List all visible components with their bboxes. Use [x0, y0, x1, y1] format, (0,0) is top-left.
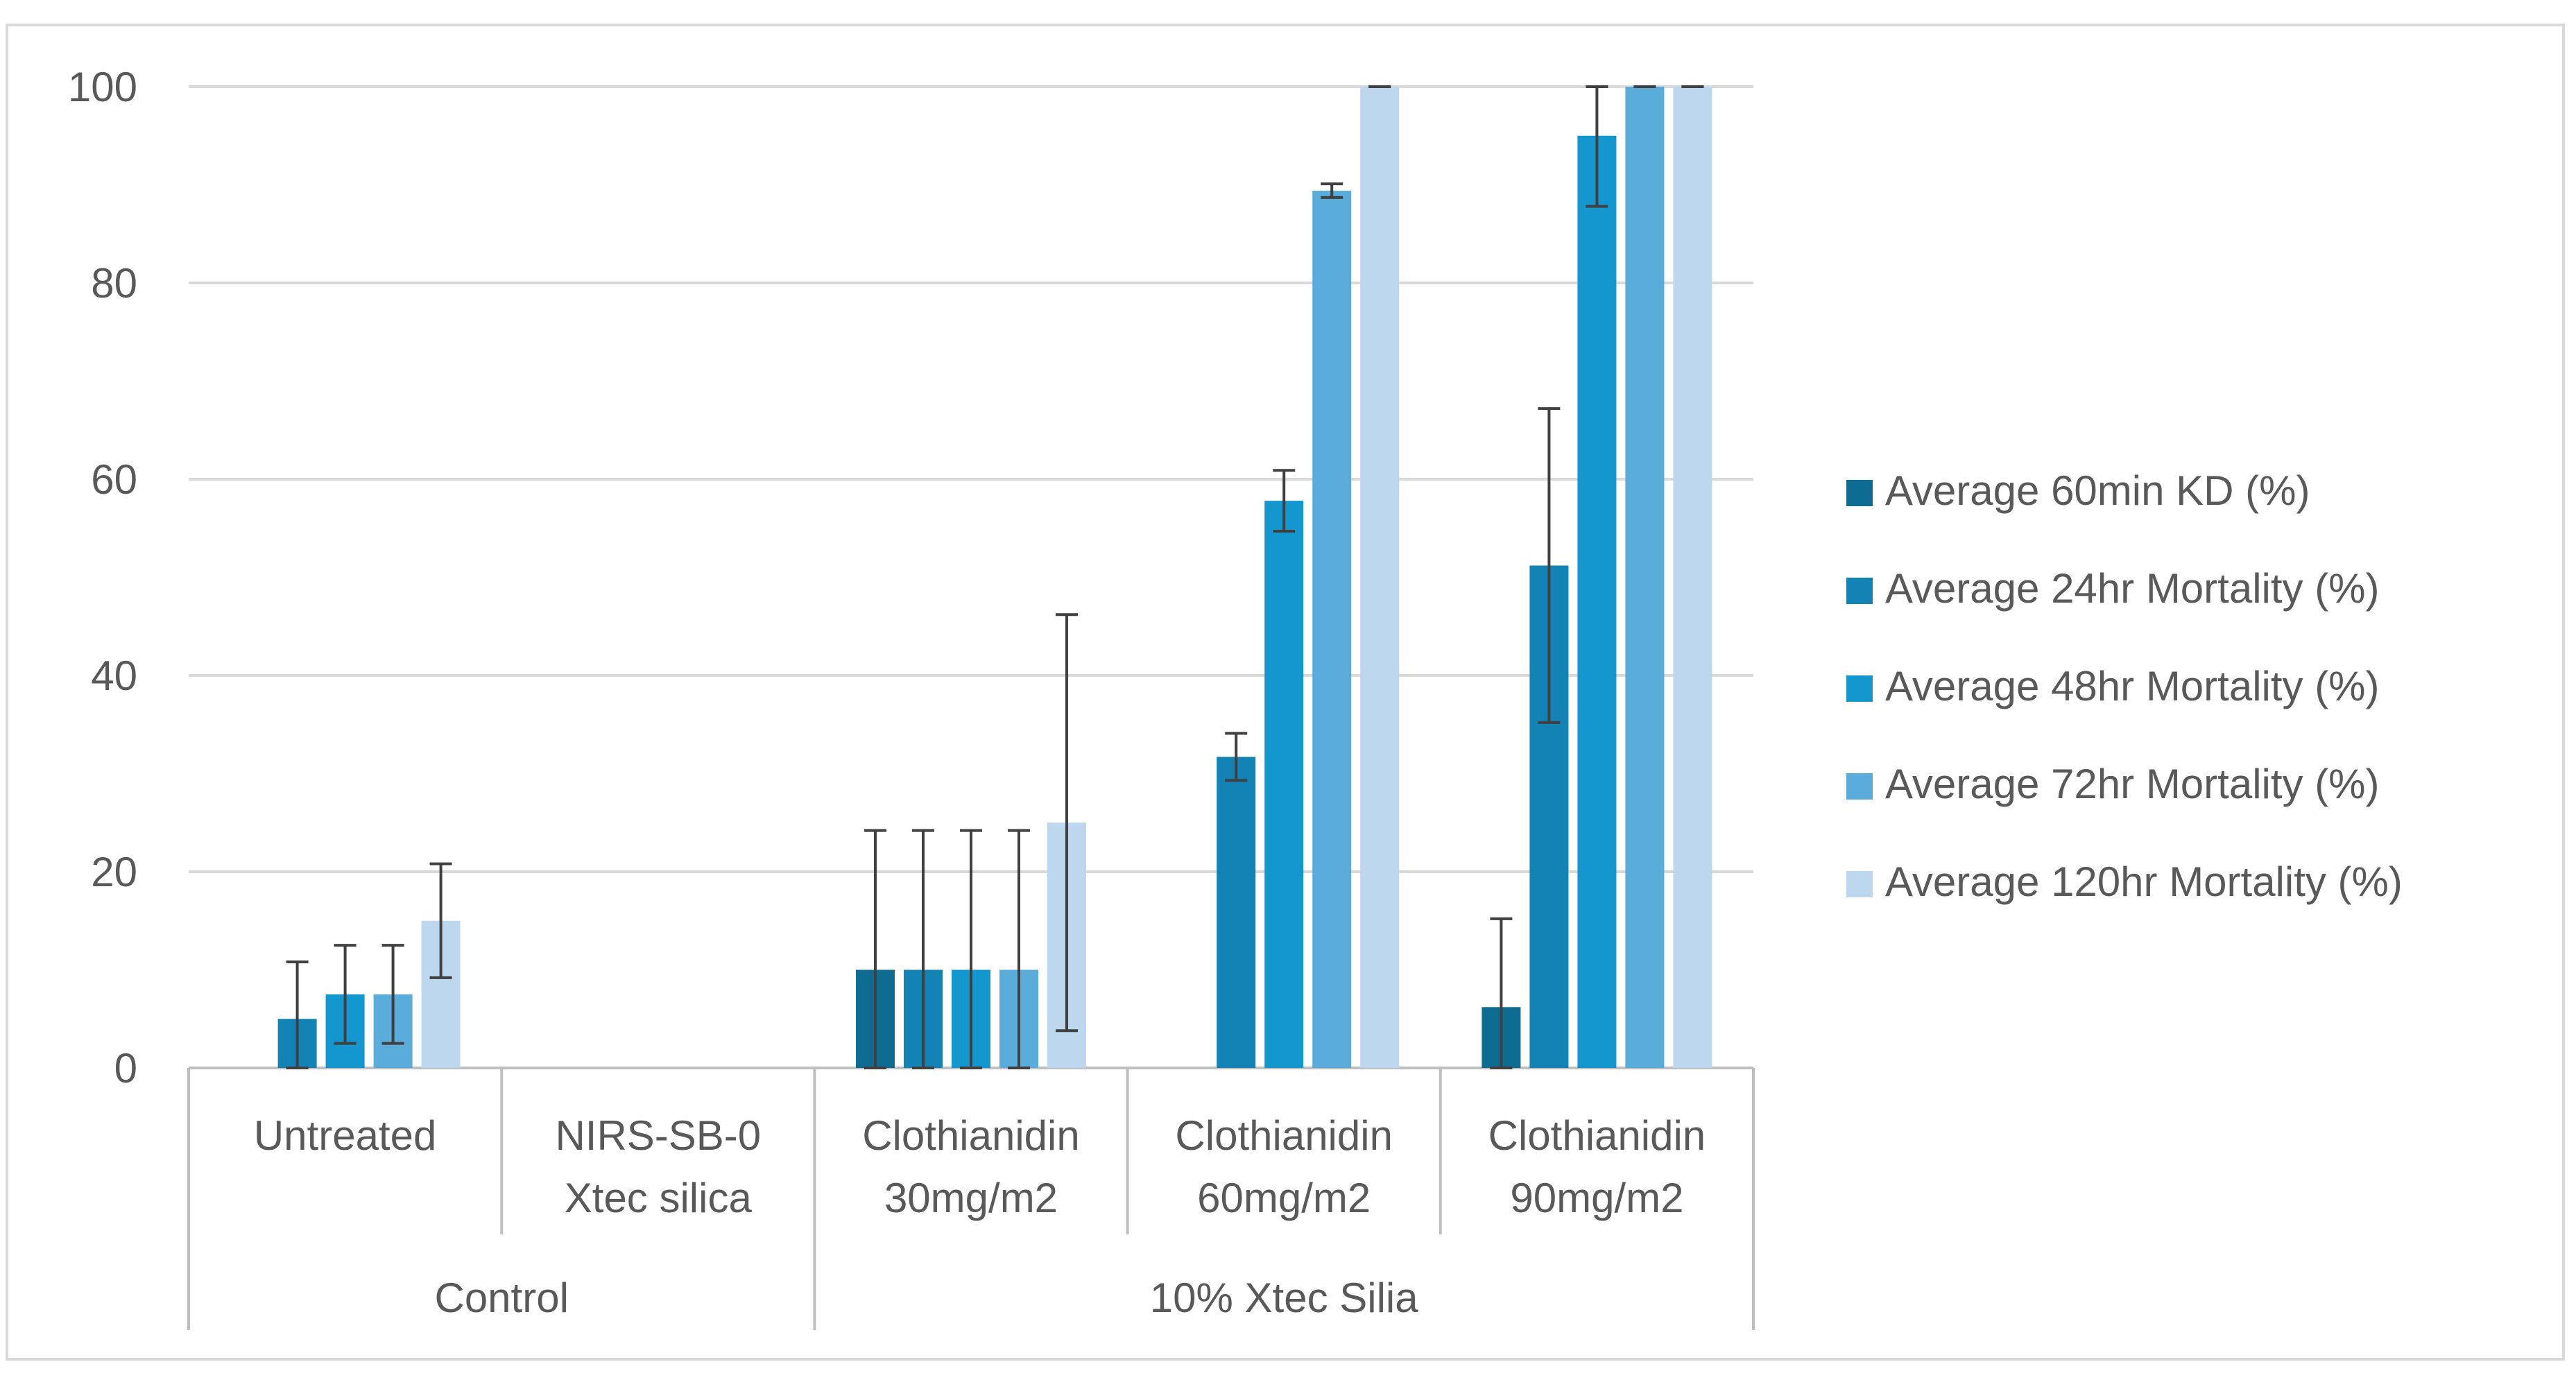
- legend-label-3: Average 48hr Mortality (%): [1885, 663, 2380, 709]
- y-tick-label-40: 40: [91, 653, 137, 699]
- y-tick-label-60: 60: [91, 456, 137, 503]
- bar-5-series-5: [1673, 87, 1712, 1068]
- bar-4-series-5: [1360, 87, 1400, 1068]
- legend-label-5: Average 120hr Mortality (%): [1885, 859, 2403, 905]
- legend-swatch-4: [1846, 773, 1873, 800]
- category-label-5: 90mg/m2: [1510, 1175, 1683, 1221]
- y-tick-label-20: 20: [91, 849, 137, 895]
- legend-swatch-3: [1846, 675, 1873, 702]
- y-tick-label-0: 0: [114, 1045, 137, 1092]
- category-label-1: Untreated: [254, 1112, 437, 1159]
- category-label-5: Clothianidin: [1488, 1112, 1706, 1159]
- legend-label-2: Average 24hr Mortality (%): [1885, 565, 2380, 612]
- bar-4-series-3: [1264, 501, 1304, 1068]
- bar-4-series-2: [1217, 757, 1256, 1068]
- y-tick-label-100: 100: [68, 64, 137, 110]
- group-label-2: 10% Xtec Silia: [1150, 1275, 1418, 1321]
- legend-swatch-5: [1846, 871, 1873, 897]
- y-tick-label-80: 80: [91, 260, 137, 307]
- category-label-3: Clothianidin: [862, 1112, 1080, 1159]
- group-label-1: Control: [434, 1275, 568, 1321]
- legend-swatch-1: [1846, 480, 1873, 506]
- category-label-4: 60mg/m2: [1197, 1175, 1371, 1221]
- bar-5-series-3: [1577, 135, 1617, 1068]
- category-label-3: 30mg/m2: [884, 1175, 1058, 1221]
- legend-label-4: Average 72hr Mortality (%): [1885, 761, 2380, 807]
- bar-5-series-4: [1625, 87, 1665, 1068]
- legend-label-1: Average 60min KD (%): [1885, 467, 2310, 514]
- legend-swatch-2: [1846, 578, 1873, 604]
- category-label-4: Clothianidin: [1175, 1112, 1393, 1159]
- category-label-2: NIRS-SB-0: [555, 1112, 761, 1159]
- bar-4-series-4: [1312, 190, 1352, 1068]
- category-label-2: Xtec silica: [565, 1175, 753, 1221]
